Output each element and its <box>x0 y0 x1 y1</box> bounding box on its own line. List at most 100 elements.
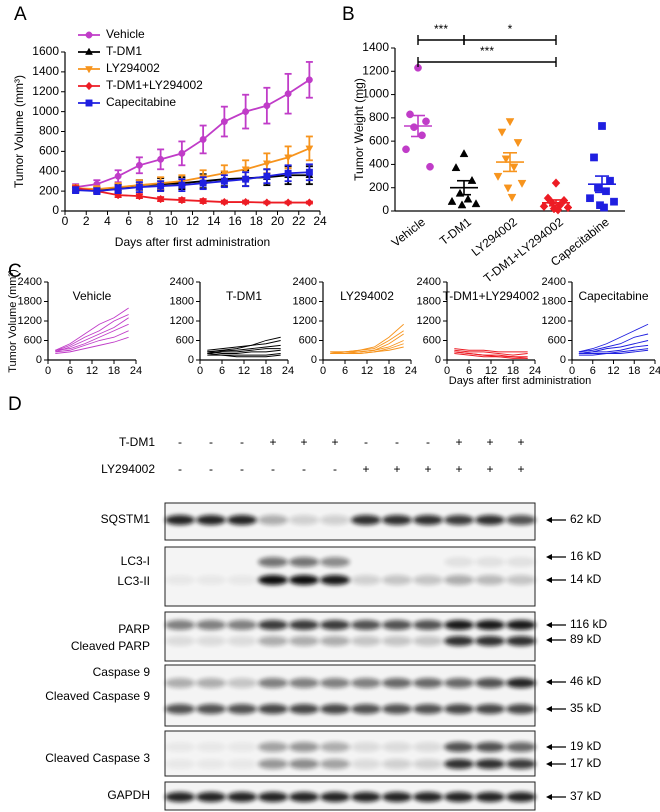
blot-membrane <box>164 664 536 727</box>
marker <box>135 183 143 191</box>
series-line <box>578 333 649 353</box>
blot-band <box>351 636 381 646</box>
y-tick-label: 1200 <box>170 315 194 327</box>
treatment-sign: + <box>486 435 493 449</box>
treatment-sign: + <box>362 462 369 476</box>
y-tick-label: 800 <box>369 110 389 124</box>
blot-band <box>320 515 350 525</box>
blot-band <box>506 742 536 752</box>
marker <box>590 153 598 162</box>
blot-band <box>196 742 226 752</box>
blot-band <box>413 575 443 585</box>
treatment-sign: - <box>240 462 244 476</box>
y-tick-label: 0 <box>560 354 566 366</box>
marker <box>263 102 271 110</box>
blot-band <box>351 759 381 769</box>
blot-band <box>227 704 257 714</box>
blot-band <box>475 636 505 646</box>
treatment-sign: - <box>395 435 399 449</box>
marker <box>459 149 469 158</box>
y-tick-label: 1200 <box>417 315 441 327</box>
x-tick-label: 12 <box>607 365 619 377</box>
blot-band <box>382 704 412 714</box>
blot-band <box>165 759 195 769</box>
sig-label: * <box>508 22 513 36</box>
marker <box>553 205 563 215</box>
marker <box>220 170 229 178</box>
blot-band <box>351 704 381 714</box>
legend-label: Vehicle <box>106 27 145 41</box>
blot-band <box>382 792 412 802</box>
y-tick-label: 600 <box>548 334 566 346</box>
y-tick-label: 1200 <box>542 315 566 327</box>
x-tick-label: 0 <box>197 365 203 377</box>
x-tick-label: 0 <box>569 365 575 377</box>
x-tick-label: 0 <box>320 365 326 377</box>
legend-label: Capecitabine <box>106 95 176 109</box>
blot-band <box>165 620 195 630</box>
blot-band <box>475 557 505 567</box>
blot-band <box>382 759 412 769</box>
marker <box>305 198 314 207</box>
treatment-sign: - <box>209 435 213 449</box>
blot-band <box>506 636 536 646</box>
y-tick-label: 2400 <box>542 276 566 288</box>
blot-band <box>258 704 288 714</box>
y-tick-label: 200 <box>369 180 389 194</box>
marker <box>85 31 93 39</box>
blot-band <box>320 620 350 630</box>
x-tick-label: 4 <box>104 214 111 228</box>
blot-band <box>506 704 536 714</box>
blot-band <box>196 678 226 688</box>
blot-band <box>413 704 443 714</box>
blot-band <box>444 759 474 769</box>
marker <box>471 199 481 208</box>
blot-band <box>165 575 195 585</box>
blot-band <box>506 678 536 688</box>
y-tick-label: 600 <box>176 334 194 346</box>
x-tick-label: 18 <box>108 365 120 377</box>
blot-band <box>506 515 536 525</box>
blot-band <box>475 704 505 714</box>
marker <box>517 179 527 188</box>
x-tick-label: 12 <box>186 214 200 228</box>
treatment-sign: - <box>209 462 213 476</box>
blot-band <box>351 792 381 802</box>
blot-band <box>258 620 288 630</box>
x-tick-label: 18 <box>507 365 519 377</box>
marker <box>305 76 313 84</box>
sem-bar <box>411 114 425 138</box>
x-tick-label: 18 <box>250 214 264 228</box>
blot-band <box>165 792 195 802</box>
x-tick-label: 12 <box>361 365 373 377</box>
blot-band <box>351 620 381 630</box>
y-tick-label: 1000 <box>362 87 389 101</box>
x-axis-label: Days after first administration <box>115 235 270 249</box>
series-line <box>207 336 281 353</box>
sig-label: *** <box>480 44 494 58</box>
marker <box>156 194 165 204</box>
marker <box>220 197 229 207</box>
blot-band <box>413 759 443 769</box>
blot-band <box>258 515 288 525</box>
marker <box>513 139 523 148</box>
chart-title: LY294002 <box>340 289 394 303</box>
treatment-sign: + <box>269 435 276 449</box>
blot-band <box>475 759 505 769</box>
y-tick-label: 1200 <box>18 315 42 327</box>
blot-band <box>320 792 350 802</box>
x-tick-label: 24 <box>130 365 142 377</box>
blot-band <box>196 636 226 646</box>
treatment-sign: - <box>426 435 430 449</box>
marker <box>551 178 561 188</box>
x-tick-label: 12 <box>238 365 250 377</box>
blot-membrane <box>164 502 536 541</box>
y-tick-label: 1600 <box>32 44 59 58</box>
blot-band <box>289 515 319 525</box>
sem-bar <box>595 175 609 194</box>
marker <box>284 90 292 98</box>
y-axis-label: Tumor Weight (mg) <box>352 78 366 181</box>
marker <box>602 187 610 196</box>
marker <box>242 108 250 116</box>
treatment-sign: + <box>517 462 524 476</box>
